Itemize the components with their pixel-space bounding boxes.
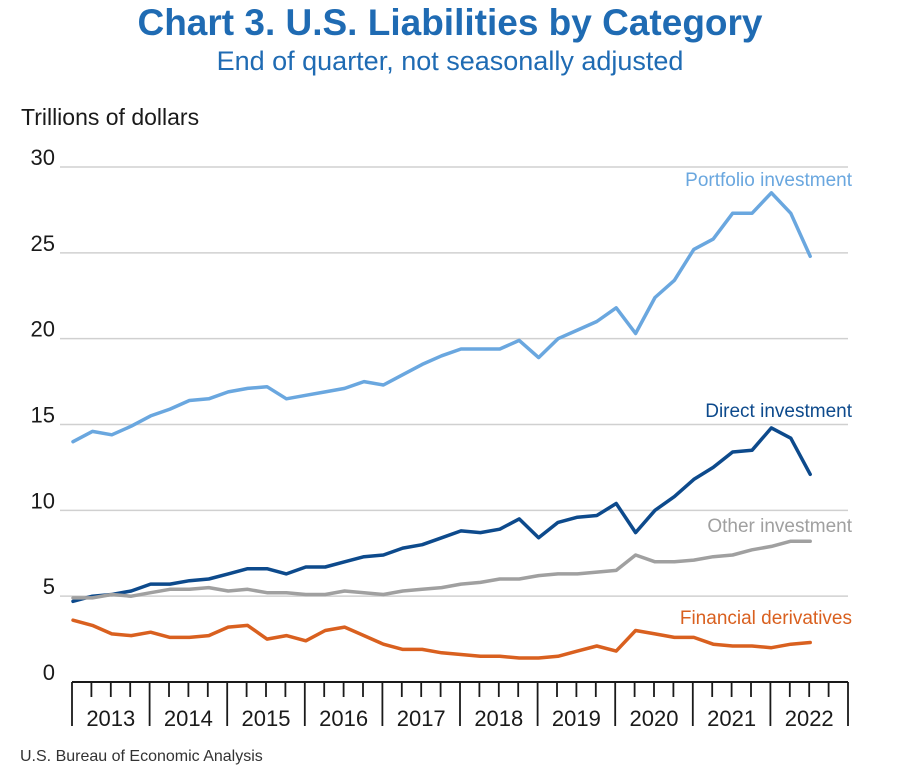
series-line-other-investment [71,539,812,600]
x-tick-label: 2022 [785,706,834,731]
source-note: U.S. Bureau of Economic Analysis [20,748,263,765]
x-tick-label: 2017 [397,706,446,731]
x-tick-label: 2014 [164,706,213,731]
y-tick-label: 25 [31,231,55,256]
series-line-financial-derivatives [71,618,812,660]
y-tick-label: 10 [31,488,55,513]
series-label-financial-derivatives: Financial derivatives [680,608,852,629]
chart-subtitle: End of quarter, not seasonally adjusted [216,46,684,76]
series-label-portfolio-investment: Portfolio investment [685,170,853,191]
y-tick-label: 30 [31,145,55,170]
x-tick-label: 2020 [630,706,679,731]
chart-title: Chart 3. U.S. Liabilities by Category [137,2,763,43]
series-labels: Portfolio investment Direct investment Oth… [680,170,853,629]
x-tick-label: 2015 [242,706,291,731]
series-label-other-investment: Other investment [707,516,852,537]
grid-lines [60,166,848,597]
x-tick-label: 2018 [474,706,523,731]
x-tick-label: 2021 [707,706,756,731]
x-tick-label: 2019 [552,706,601,731]
y-tick-label: 0 [43,660,55,685]
series-line-direct-investment [71,426,812,604]
y-axis-label: Trillions of dollars [21,104,200,130]
y-tick-label: 20 [31,317,55,342]
x-tick-label: 2013 [86,706,135,731]
x-tick-label: 2016 [319,706,368,731]
y-tick-label: 15 [31,403,55,428]
y-tick-label: 5 [43,574,55,599]
series-line-portfolio-investment [71,191,812,444]
y-tick-labels: 0 5 10 15 20 25 30 [31,145,55,685]
series-label-direct-investment: Direct investment [705,401,852,422]
x-axis: 2013 2014 2015 2016 2017 2018 2019 2020 2021 2022 [71,681,849,731]
series-lines [71,191,812,660]
